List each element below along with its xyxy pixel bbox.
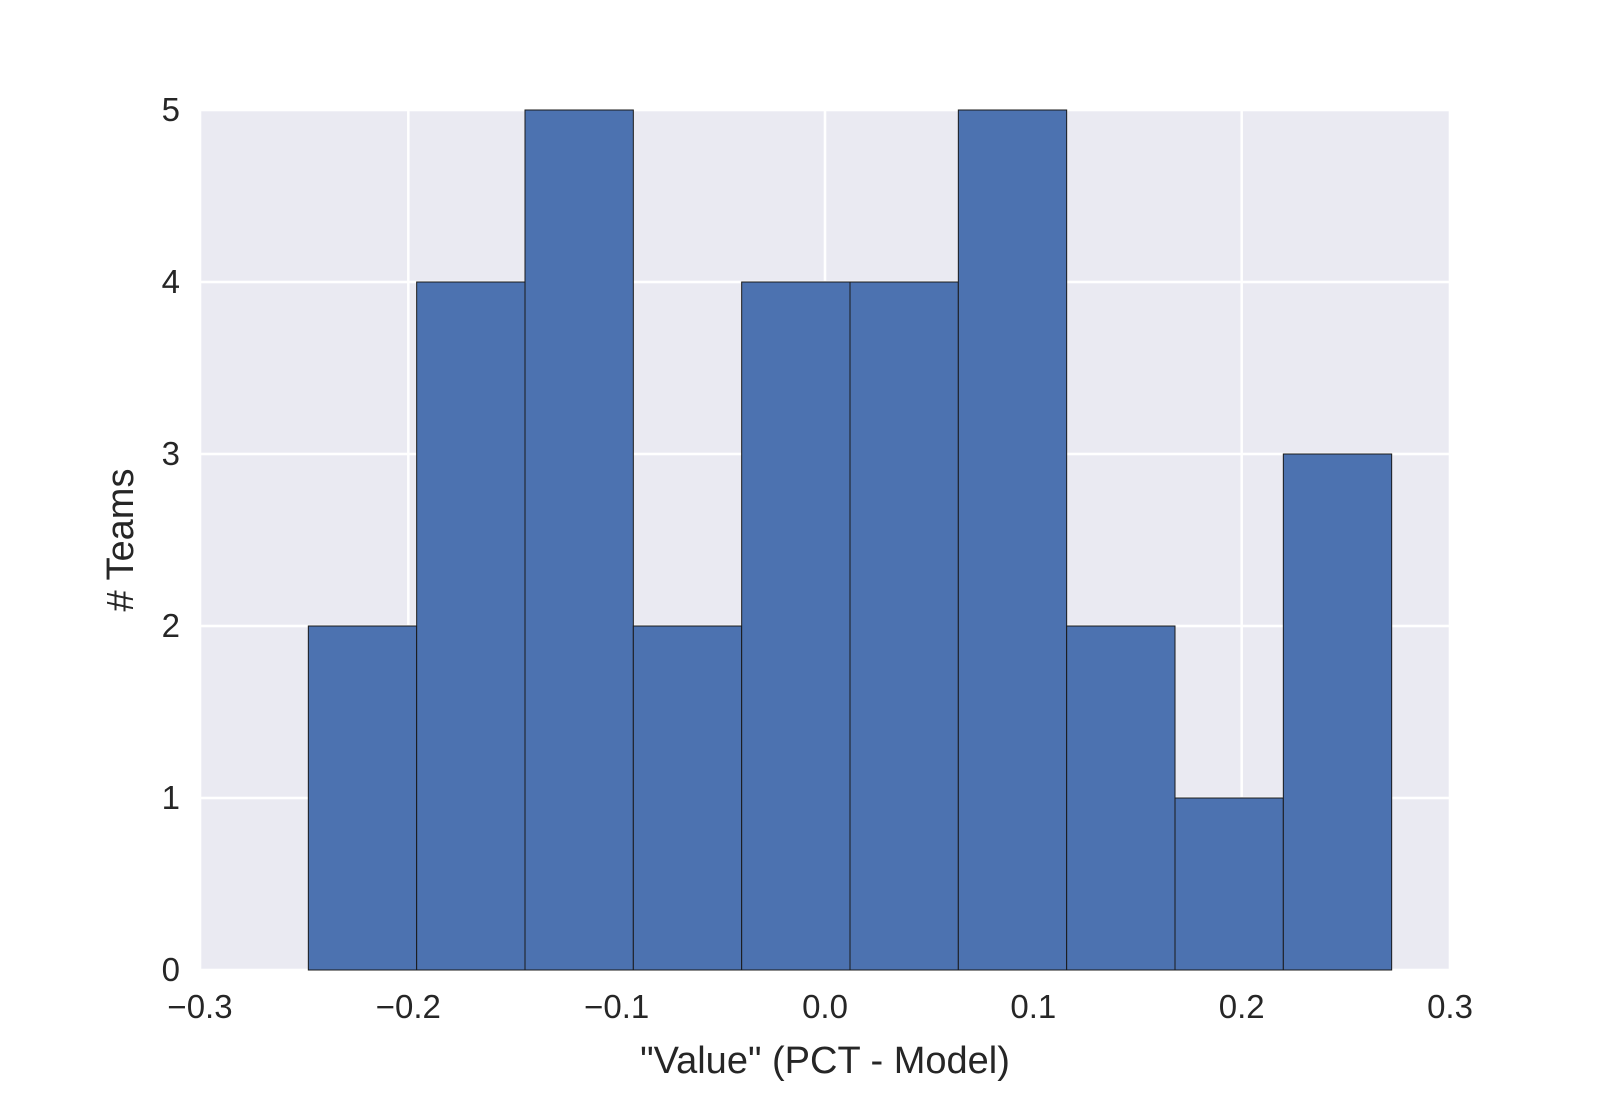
x-tick-label: 0.1 [1010,988,1056,1025]
y-tick-label: 0 [162,951,180,988]
x-tick-label: 0.0 [802,988,848,1025]
histogram-bar-9 [1282,453,1393,971]
y-tick-label: 1 [162,779,180,816]
x-axis-ticks: −0.3 −0.2 −0.1 0.0 0.1 0.2 0.3 [167,988,1473,1025]
x-tick-label: −0.2 [376,988,441,1025]
histogram-bar-3 [632,625,743,971]
y-tick-label: 5 [162,91,180,128]
histogram-bar-5 [849,281,959,971]
x-tick-label: 0.2 [1219,988,1265,1025]
x-axis-label: "Value" (PCT - Model) [640,1040,1010,1082]
y-axis-ticks: 0 1 2 3 4 5 [162,91,180,988]
x-tick-label: 0.3 [1427,988,1473,1025]
y-axis-label: # Teams [100,469,142,612]
histogram-bar-0 [307,625,418,971]
x-tick-label: −0.3 [167,988,232,1025]
y-tick-label: 2 [162,607,180,644]
histogram-bar-8 [1174,797,1284,971]
histogram-bar-4 [741,281,851,971]
y-tick-label: 4 [162,263,180,300]
histogram-bar-6 [957,109,1068,971]
histogram-bar-2 [524,109,634,971]
bars [307,109,1393,971]
x-tick-label: −0.1 [584,988,649,1025]
histogram-bar-1 [416,281,526,971]
y-tick-label: 3 [162,435,180,472]
histogram-bar-7 [1066,625,1176,971]
